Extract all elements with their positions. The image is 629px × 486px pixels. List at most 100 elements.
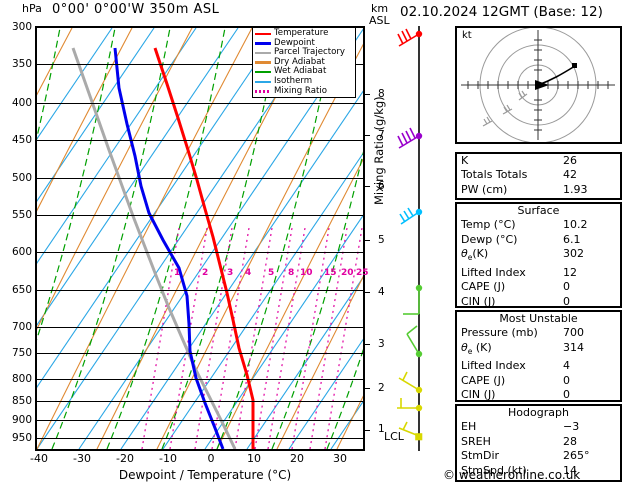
mixing-ratio-label-1: 1: [174, 268, 181, 278]
index-key-k: K: [461, 154, 469, 167]
skewt-diagram-svg: [37, 28, 363, 449]
index-key-pw: PW (cm): [461, 182, 508, 196]
index-row-totals-totals: Totals Totals 42: [457, 168, 620, 182]
surface-value-cape: 0: [563, 280, 570, 294]
pressure-tick-500: 500: [11, 172, 32, 184]
km-tick-mark-6: [365, 186, 370, 187]
km-tick-mark-2: [365, 388, 370, 389]
wind-barb-500mb: [399, 207, 423, 225]
hodograph-endpoint-marker: [572, 63, 577, 68]
hodograph-storm-motion-arrow: [535, 80, 549, 90]
wind-barb-790mb: [398, 371, 423, 394]
surface-key-theta-e: θe(K): [461, 247, 489, 263]
hodograph-svg: [461, 26, 615, 144]
km-tick-1: 1: [378, 423, 385, 435]
most-unstable-heading: Most Unstable: [499, 312, 578, 325]
temp-tick-10: 10: [247, 452, 261, 465]
legend-item-dry-adiabat: Dry Adiabat: [255, 56, 353, 68]
legend-label-wet-adiabat: Wet Adiabat: [274, 66, 327, 77]
hodograph-units-label: kt: [462, 30, 472, 41]
pressure-tick-350: 350: [11, 58, 32, 70]
index-key-totals-totals: Totals Totals: [461, 168, 528, 182]
hodograph-key-stmspd: StmSpd (kt): [461, 463, 527, 477]
temp-tick-0: 0: [207, 452, 215, 465]
hodograph-row-eh: EH −3: [457, 420, 620, 434]
hodograph-svg-wrap: [457, 26, 620, 146]
gridline-900: [37, 420, 363, 421]
station-title: 0°00' 0°00'W 350m ASL: [52, 2, 220, 17]
surface-row-cin: CIN (J) 0: [457, 295, 620, 309]
km-tick-4: 4: [378, 286, 385, 298]
pressure-tick-750: 750: [11, 347, 32, 359]
pressure-tick-650: 650: [11, 284, 32, 296]
legend-swatch-temperature: [255, 32, 271, 36]
mixing-ratio-label-8: 8: [288, 268, 295, 278]
surface-value-theta-e: 302: [563, 247, 584, 261]
legend-label-dewpoint: Dewpoint: [274, 37, 315, 48]
mixing-ratio-label-15: 15: [324, 268, 337, 278]
legend-swatch-isotherm: [255, 80, 271, 84]
lcl-annotation: LCL: [384, 430, 404, 443]
legend-swatch-dewpoint: [255, 42, 271, 45]
index-value-totals-totals: 42: [563, 168, 577, 182]
hodograph-row-stmspd: StmSpd (kt) 14: [457, 464, 620, 478]
hodograph-trace: [537, 65, 576, 86]
hodograph-key-eh: EH: [461, 420, 477, 434]
gridline-500: [37, 178, 363, 179]
surface-value-lifted-index: 12: [563, 265, 577, 279]
most-unstable-key-pressure: Pressure (mb): [461, 326, 538, 340]
datetime-header: 02.10.2024 12GMT (Base: 12): [400, 4, 603, 20]
km-tick-2: 2: [378, 382, 385, 394]
most-unstable-key-cape: CAPE (J): [461, 373, 506, 387]
legend-swatch-wet-adiabat: [255, 70, 271, 74]
most-unstable-value-theta-e: 314: [563, 340, 584, 354]
temp-tick--10: -10: [159, 452, 177, 465]
km-axis-unit-label: km: [371, 2, 389, 15]
surface-value-temp: 10.2: [563, 218, 588, 232]
legend-item-wet-adiabat: Wet Adiabat: [255, 67, 353, 77]
pressure-tick-550: 550: [11, 209, 32, 221]
km-tick-mark-3: [365, 344, 370, 345]
gridline-350: [37, 64, 363, 65]
pressure-tick-700: 700: [11, 321, 32, 333]
asl-axis-unit-label: ASL: [369, 14, 390, 27]
gridline-750: [37, 353, 363, 354]
gridline-850: [37, 401, 363, 402]
surface-key-dewp: Dewp (°C): [461, 232, 518, 246]
legend-label-dry-adiabat: Dry Adiabat: [274, 56, 325, 67]
km-tick-mark-1: [365, 430, 370, 431]
wind-barb-950mb: [398, 421, 423, 441]
temp-tick--30: -30: [73, 452, 91, 465]
surface-value-dewp: 6.1: [563, 232, 581, 246]
km-tick-8: 8: [378, 88, 385, 100]
mixing-ratio-label-10: 10: [300, 268, 313, 278]
pressure-tick-850: 850: [11, 395, 32, 407]
surface-key-cin: CIN (J): [461, 294, 496, 308]
pressure-tick-900: 900: [11, 414, 32, 426]
km-tick-mark-5: [365, 240, 370, 241]
pressure-tick-300: 300: [11, 21, 32, 33]
surface-row-theta-e: θe(K) 302: [457, 247, 620, 266]
surface-heading: Surface: [517, 204, 560, 217]
most-unstable-value-cape: 0: [563, 373, 570, 387]
temp-tick--20: -20: [116, 452, 134, 465]
most-unstable-value-pressure: 700: [563, 326, 584, 340]
gridline-950: [37, 438, 363, 439]
temp-tick-30: 30: [333, 452, 347, 465]
km-tick-7: 7: [378, 129, 385, 141]
temp-tick-20: 20: [290, 452, 304, 465]
hodograph-key-sreh: SREH: [461, 434, 491, 448]
x-axis-title: Dewpoint / Temperature (°C): [118, 468, 292, 482]
most-unstable-key-cin: CIN (J): [461, 388, 496, 402]
index-row-pw: PW (cm) 1.93: [457, 183, 620, 197]
surface-row-cape: CAPE (J) 0: [457, 280, 620, 294]
most-unstable-key-theta-e: θe (K): [461, 340, 492, 356]
surface-key-cape: CAPE (J): [461, 280, 506, 294]
indices-panel: K 26 Totals Totals 42 PW (cm) 1.93: [455, 152, 622, 200]
legend-swatch-dry-adiabat: [255, 61, 271, 64]
legend-item-dewpoint: Dewpoint: [255, 37, 353, 49]
pressure-tick-600: 600: [11, 246, 32, 258]
temp-tick--40: -40: [30, 452, 48, 465]
legend-item-temperature: Temperature: [255, 28, 353, 39]
